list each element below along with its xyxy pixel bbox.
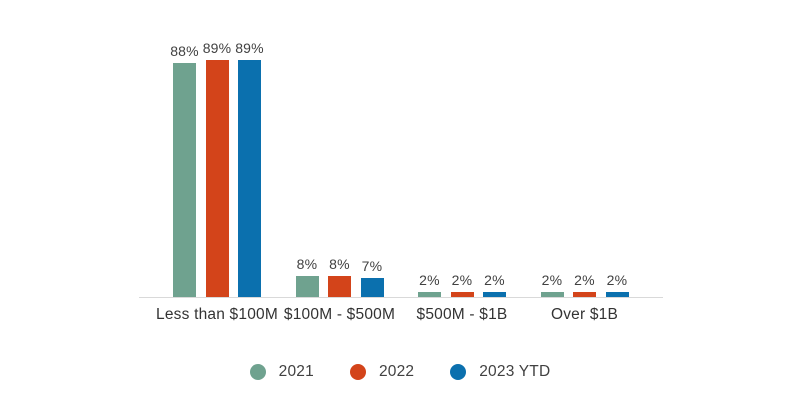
bar-value-label: 8% xyxy=(329,256,350,272)
bar-value-label: 2% xyxy=(484,272,505,288)
bar xyxy=(205,60,229,297)
bar-value-label: 2% xyxy=(419,272,440,288)
bar-value-label: 7% xyxy=(361,258,383,274)
category-label: Over $1B xyxy=(550,306,619,323)
legend-swatch-2023-ytd xyxy=(450,364,467,380)
bar xyxy=(328,276,351,297)
legend-item: 2022 xyxy=(349,363,415,381)
bar xyxy=(540,292,564,297)
legend-label: 2023 YTD xyxy=(479,363,551,380)
legend-item: 2021 xyxy=(249,363,314,381)
bar xyxy=(360,278,384,297)
category-label: $500M - $1B xyxy=(416,306,508,323)
bar xyxy=(418,292,441,297)
bar-value-label: 2% xyxy=(606,272,628,288)
bar-value-label: 2% xyxy=(451,272,473,288)
bar xyxy=(573,292,596,297)
bar xyxy=(605,292,629,297)
bar xyxy=(483,292,506,297)
category-axis: Less than $100M $100M - $500M $500M - $1B O… xyxy=(139,306,663,326)
plot-area: 88% 89% 89% 8% 8% 7% 2% 2% 2% 2% 2% 2% xyxy=(139,0,663,298)
legend-label: 2021 xyxy=(278,363,314,380)
legend-item: 2023 YTD xyxy=(450,363,550,381)
bar xyxy=(173,63,196,297)
legend-swatch-2022 xyxy=(349,364,366,380)
bar-value-label: 88% xyxy=(170,43,199,59)
bar-value-label: 8% xyxy=(296,256,318,272)
legend-label: 2022 xyxy=(378,363,415,380)
bar-value-label: 2% xyxy=(541,272,563,288)
bar-value-label: 89% xyxy=(235,40,264,56)
category-label: $100M - $500M xyxy=(283,306,396,323)
bar xyxy=(450,292,474,297)
category-label: Less than $100M xyxy=(156,306,278,323)
bar-value-label: 2% xyxy=(574,272,595,288)
legend: 2021 2022 2023 YTD xyxy=(0,363,800,381)
bar-value-label: 89% xyxy=(202,40,232,56)
bar xyxy=(295,276,319,297)
bar xyxy=(238,60,261,297)
legend-swatch-2021 xyxy=(249,364,266,380)
